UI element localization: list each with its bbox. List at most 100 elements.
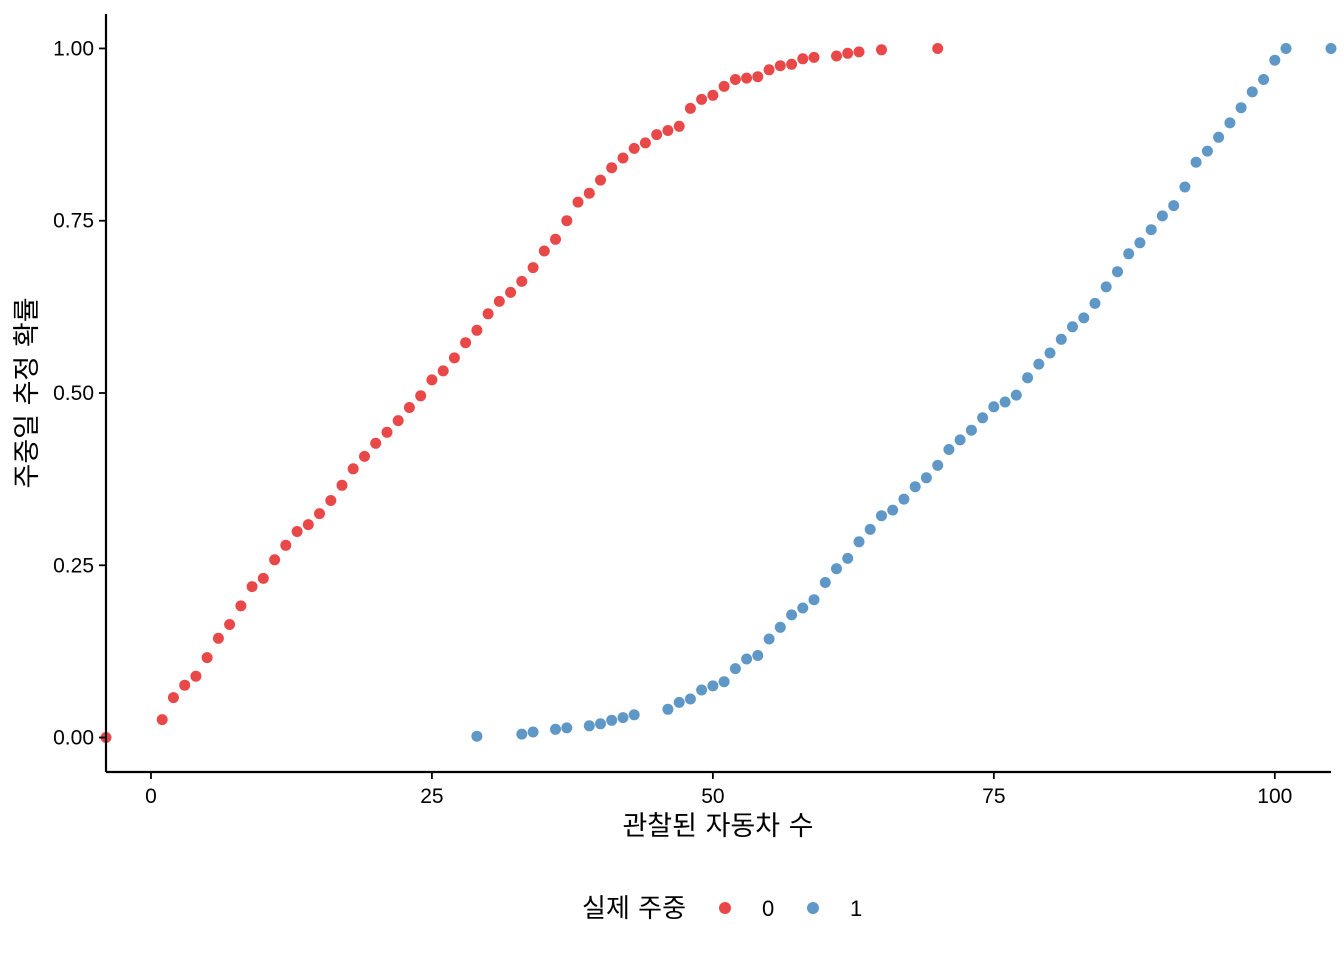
- legend-label-0: 0: [762, 896, 774, 921]
- data-point-series-1-58: [1201, 145, 1213, 157]
- data-point-series-1-32: [909, 481, 921, 493]
- data-point-series-1-35: [943, 444, 955, 455]
- legend: 실제 주중 0 1: [582, 894, 862, 924]
- data-point-series-0-35: [538, 245, 550, 257]
- data-point-series-1-1: [516, 728, 528, 740]
- data-point-series-0-58: [797, 53, 809, 65]
- x-tick-label: 75: [982, 785, 1005, 808]
- data-point-series-0-39: [583, 187, 595, 199]
- data-point-series-0-31: [493, 295, 505, 307]
- data-points: [100, 43, 1337, 743]
- x-axis-title: 관찰된 자동차 수: [622, 811, 813, 842]
- data-point-series-1-10: [662, 703, 674, 715]
- y-axis-ticks: 0.00 0.25 0.50 0.75 1.00: [53, 37, 106, 750]
- data-point-series-0-4: [190, 670, 202, 682]
- data-point-series-0-36: [550, 233, 561, 245]
- data-point-series-1-33: [920, 472, 932, 484]
- data-point-series-0-40: [595, 174, 606, 186]
- data-point-series-1-21: [786, 609, 798, 621]
- data-point-series-1-2: [527, 726, 539, 738]
- data-point-series-1-18: [752, 650, 764, 661]
- data-point-series-0-33: [516, 275, 528, 287]
- data-point-series-0-26: [437, 365, 449, 377]
- data-point-series-0-21: [381, 426, 393, 438]
- data-point-series-1-30: [887, 504, 899, 516]
- data-point-series-0-23: [403, 402, 415, 413]
- data-point-series-0-61: [842, 47, 854, 59]
- y-axis-title: 주중일 추정 확률: [12, 297, 43, 488]
- legend-marker-1: [807, 902, 819, 914]
- data-point-series-0-30: [482, 308, 494, 320]
- data-point-series-1-31: [898, 493, 910, 505]
- data-point-series-0-64: [932, 43, 944, 54]
- data-point-series-1-6: [595, 718, 606, 730]
- data-point-series-1-15: [718, 676, 730, 688]
- data-point-series-1-22: [797, 602, 809, 614]
- data-point-series-1-3: [550, 723, 561, 735]
- data-point-series-0-47: [673, 120, 685, 132]
- data-point-series-1-4: [561, 722, 573, 734]
- data-point-series-1-50: [1112, 266, 1123, 278]
- data-point-series-0-53: [741, 72, 753, 84]
- data-point-series-0-62: [853, 46, 865, 58]
- data-point-series-1-0: [471, 730, 483, 742]
- data-point-series-1-26: [842, 552, 854, 564]
- data-point-series-0-18: [347, 463, 359, 475]
- data-point-series-1-39: [988, 401, 1000, 413]
- data-point-series-1-42: [1022, 372, 1034, 384]
- data-point-series-1-65: [1280, 43, 1292, 54]
- x-tick-label: 0: [145, 785, 157, 808]
- data-point-series-0-28: [460, 337, 472, 349]
- data-point-series-0-11: [269, 554, 281, 566]
- data-point-series-1-60: [1224, 117, 1236, 129]
- data-point-series-0-38: [572, 196, 584, 208]
- data-point-series-0-29: [471, 324, 483, 336]
- data-point-series-0-56: [774, 60, 786, 72]
- axes: [104, 14, 1331, 774]
- data-point-series-1-9: [628, 709, 640, 721]
- data-point-series-0-45: [651, 129, 663, 141]
- data-point-series-1-7: [606, 714, 618, 726]
- data-point-series-1-37: [965, 424, 977, 436]
- data-point-series-1-25: [831, 563, 842, 575]
- data-point-series-0-20: [370, 437, 382, 449]
- data-point-series-0-46: [662, 125, 674, 136]
- data-point-series-1-48: [1089, 297, 1101, 309]
- data-point-series-0-12: [280, 539, 292, 551]
- data-point-series-1-19: [763, 633, 775, 645]
- data-point-series-0-54: [752, 71, 764, 83]
- data-point-series-0-42: [617, 152, 629, 164]
- data-point-series-0-9: [246, 581, 258, 593]
- data-point-series-1-44: [1044, 347, 1056, 359]
- data-point-series-1-56: [1179, 181, 1191, 193]
- data-point-series-1-61: [1235, 102, 1247, 114]
- data-point-series-1-29: [876, 510, 887, 522]
- x-tick-label: 100: [1257, 785, 1292, 808]
- data-point-series-0-7: [224, 619, 236, 630]
- data-point-series-0-24: [415, 390, 427, 402]
- data-point-series-0-57: [786, 58, 798, 70]
- legend-marker-0: [719, 902, 731, 914]
- x-tick-label: 25: [420, 785, 443, 808]
- data-point-series-1-53: [1145, 224, 1157, 236]
- legend-title: 실제 주중: [582, 894, 686, 924]
- data-point-series-1-59: [1213, 131, 1225, 143]
- data-point-series-0-19: [359, 450, 370, 462]
- data-point-series-0-2: [167, 692, 179, 704]
- data-point-series-0-5: [201, 652, 213, 664]
- data-point-series-1-63: [1258, 74, 1270, 85]
- data-point-series-0-50: [707, 89, 719, 101]
- data-point-series-0-3: [179, 679, 191, 691]
- data-point-series-1-27: [853, 536, 865, 548]
- data-point-series-0-63: [876, 44, 887, 56]
- data-point-series-0-59: [808, 51, 820, 63]
- data-point-series-0-51: [718, 80, 730, 92]
- data-point-series-1-54: [1156, 210, 1168, 222]
- data-point-series-1-51: [1123, 248, 1135, 260]
- data-point-series-1-14: [707, 680, 719, 692]
- data-point-series-1-55: [1168, 200, 1180, 212]
- data-point-series-1-23: [808, 594, 820, 606]
- data-point-series-1-11: [673, 696, 685, 708]
- data-point-series-0-14: [302, 519, 314, 531]
